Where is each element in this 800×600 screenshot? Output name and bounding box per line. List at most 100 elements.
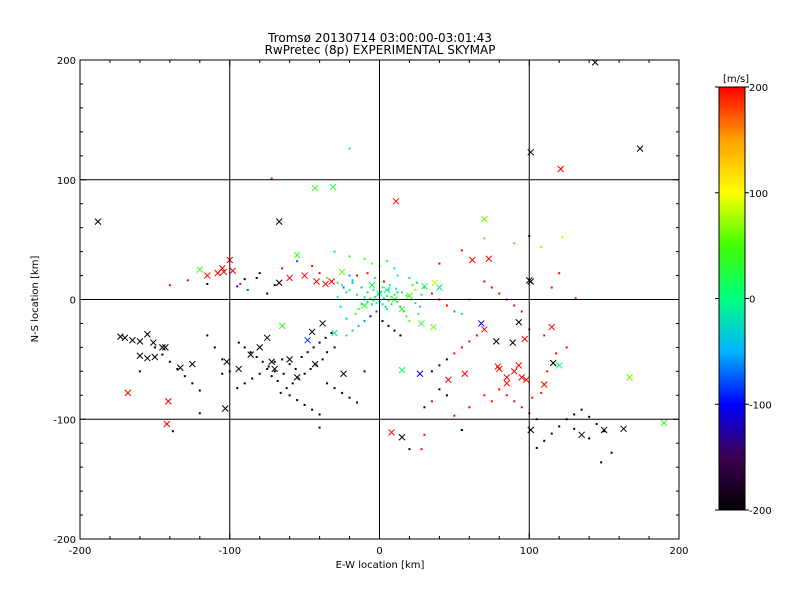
data-point-dot	[387, 299, 390, 302]
data-point-dot	[417, 312, 420, 315]
data-point-cross	[235, 365, 243, 373]
data-point-dot	[468, 340, 471, 343]
data-point-dot	[411, 284, 414, 287]
data-point-cross	[600, 426, 608, 434]
data-point-dot	[540, 245, 543, 248]
data-point-cross	[151, 353, 159, 361]
colorbar-tick-label: 200	[749, 83, 768, 94]
data-point-dot	[303, 403, 306, 406]
data-point-dot	[393, 267, 396, 270]
data-point-dot	[603, 430, 606, 433]
data-point-cross	[521, 335, 529, 343]
data-point-dot	[445, 394, 448, 397]
data-point-dot	[221, 372, 224, 375]
data-point-cross	[383, 286, 391, 294]
y-tick-label: 200	[57, 56, 76, 67]
data-point-cross	[221, 405, 229, 412]
data-point-dot	[600, 461, 603, 464]
data-point-dot	[261, 360, 264, 363]
data-point-cross	[203, 272, 211, 279]
data-point-dot	[588, 415, 591, 418]
y-tick-label: -100	[53, 415, 76, 426]
data-point-dot	[258, 372, 261, 375]
data-point-dot	[360, 303, 363, 306]
data-point-dot	[168, 284, 171, 287]
data-point-dot	[382, 280, 385, 283]
data-point-dot	[276, 379, 279, 382]
x-tick-label: 200	[669, 546, 688, 557]
data-point-dot	[291, 382, 294, 385]
data-point-dot	[309, 367, 312, 370]
data-point-cross	[557, 165, 565, 173]
data-point-dot	[400, 291, 403, 294]
chart-subtitle: RwPretec (8p) EXPERIMENTAL SKYMAP	[265, 43, 496, 57]
data-point-dot	[239, 282, 242, 285]
data-point-cross	[527, 278, 535, 285]
x-tick-label: 100	[520, 546, 539, 557]
data-point-cross	[301, 272, 308, 279]
data-point-dot	[408, 448, 411, 451]
data-point-dot	[206, 282, 209, 285]
data-point-dot	[288, 363, 291, 366]
data-point-dot	[270, 375, 273, 378]
data-point-dot	[415, 281, 418, 284]
data-point-dot	[206, 334, 209, 337]
data-point-dot	[237, 341, 240, 344]
data-point-dot	[460, 346, 463, 349]
data-point-cross	[304, 336, 311, 344]
data-point-dot	[186, 279, 189, 282]
data-point-dot	[374, 296, 377, 299]
data-point-cross	[480, 326, 488, 333]
data-point-cross	[549, 359, 557, 367]
data-point-dot	[414, 302, 417, 305]
data-point-dot	[371, 262, 374, 265]
data-point-cross	[398, 366, 406, 374]
data-point-dot	[341, 391, 344, 394]
data-point-cross	[416, 370, 424, 378]
data-point-dot	[390, 303, 393, 306]
data-point-dot	[453, 310, 456, 313]
data-point-dot	[405, 294, 408, 297]
data-point-cross	[468, 256, 476, 264]
data-point-dot	[531, 396, 534, 399]
chart-title: Tromsø 20130714 03:00:00-03:01:43	[267, 31, 492, 45]
data-point-dot	[468, 406, 471, 409]
data-point-dot	[296, 260, 299, 263]
data-point-dot	[312, 346, 315, 349]
data-point-cross	[515, 362, 523, 369]
data-point-dot	[387, 324, 390, 327]
x-axis-label: E-W location [km]	[336, 560, 425, 571]
data-point-dot	[394, 287, 397, 290]
data-point-cross	[311, 184, 319, 192]
data-point-dot	[296, 399, 299, 402]
data-point-dot	[490, 286, 493, 289]
data-point-cross	[626, 373, 633, 381]
data-point-cross	[117, 333, 124, 340]
data-point-dot	[171, 430, 174, 433]
data-point-dot	[326, 351, 329, 354]
data-point-cross	[229, 267, 237, 275]
data-point-cross	[477, 320, 485, 327]
data-point-dot	[445, 358, 448, 361]
data-point-dot	[381, 286, 384, 289]
data-point-cross	[555, 362, 563, 369]
data-point-cross	[144, 354, 151, 362]
data-point-cross	[313, 278, 320, 285]
data-point-cross	[286, 274, 294, 282]
data-point-dot	[498, 388, 501, 391]
data-point-dot	[348, 288, 351, 291]
data-point-dot	[610, 451, 613, 454]
data-point-cross	[578, 431, 586, 439]
data-point-cross	[445, 376, 452, 384]
data-point-cross	[431, 279, 439, 287]
data-point-dot	[423, 286, 426, 289]
data-point-dot	[543, 334, 546, 337]
data-point-dot	[513, 400, 516, 403]
data-point-dot	[336, 296, 339, 299]
data-point-cross	[275, 279, 283, 287]
data-point-dot	[388, 284, 391, 287]
data-point-dot	[300, 355, 303, 358]
data-point-dot	[183, 375, 186, 378]
data-point-cross	[136, 338, 144, 345]
data-point-dot	[430, 400, 433, 403]
